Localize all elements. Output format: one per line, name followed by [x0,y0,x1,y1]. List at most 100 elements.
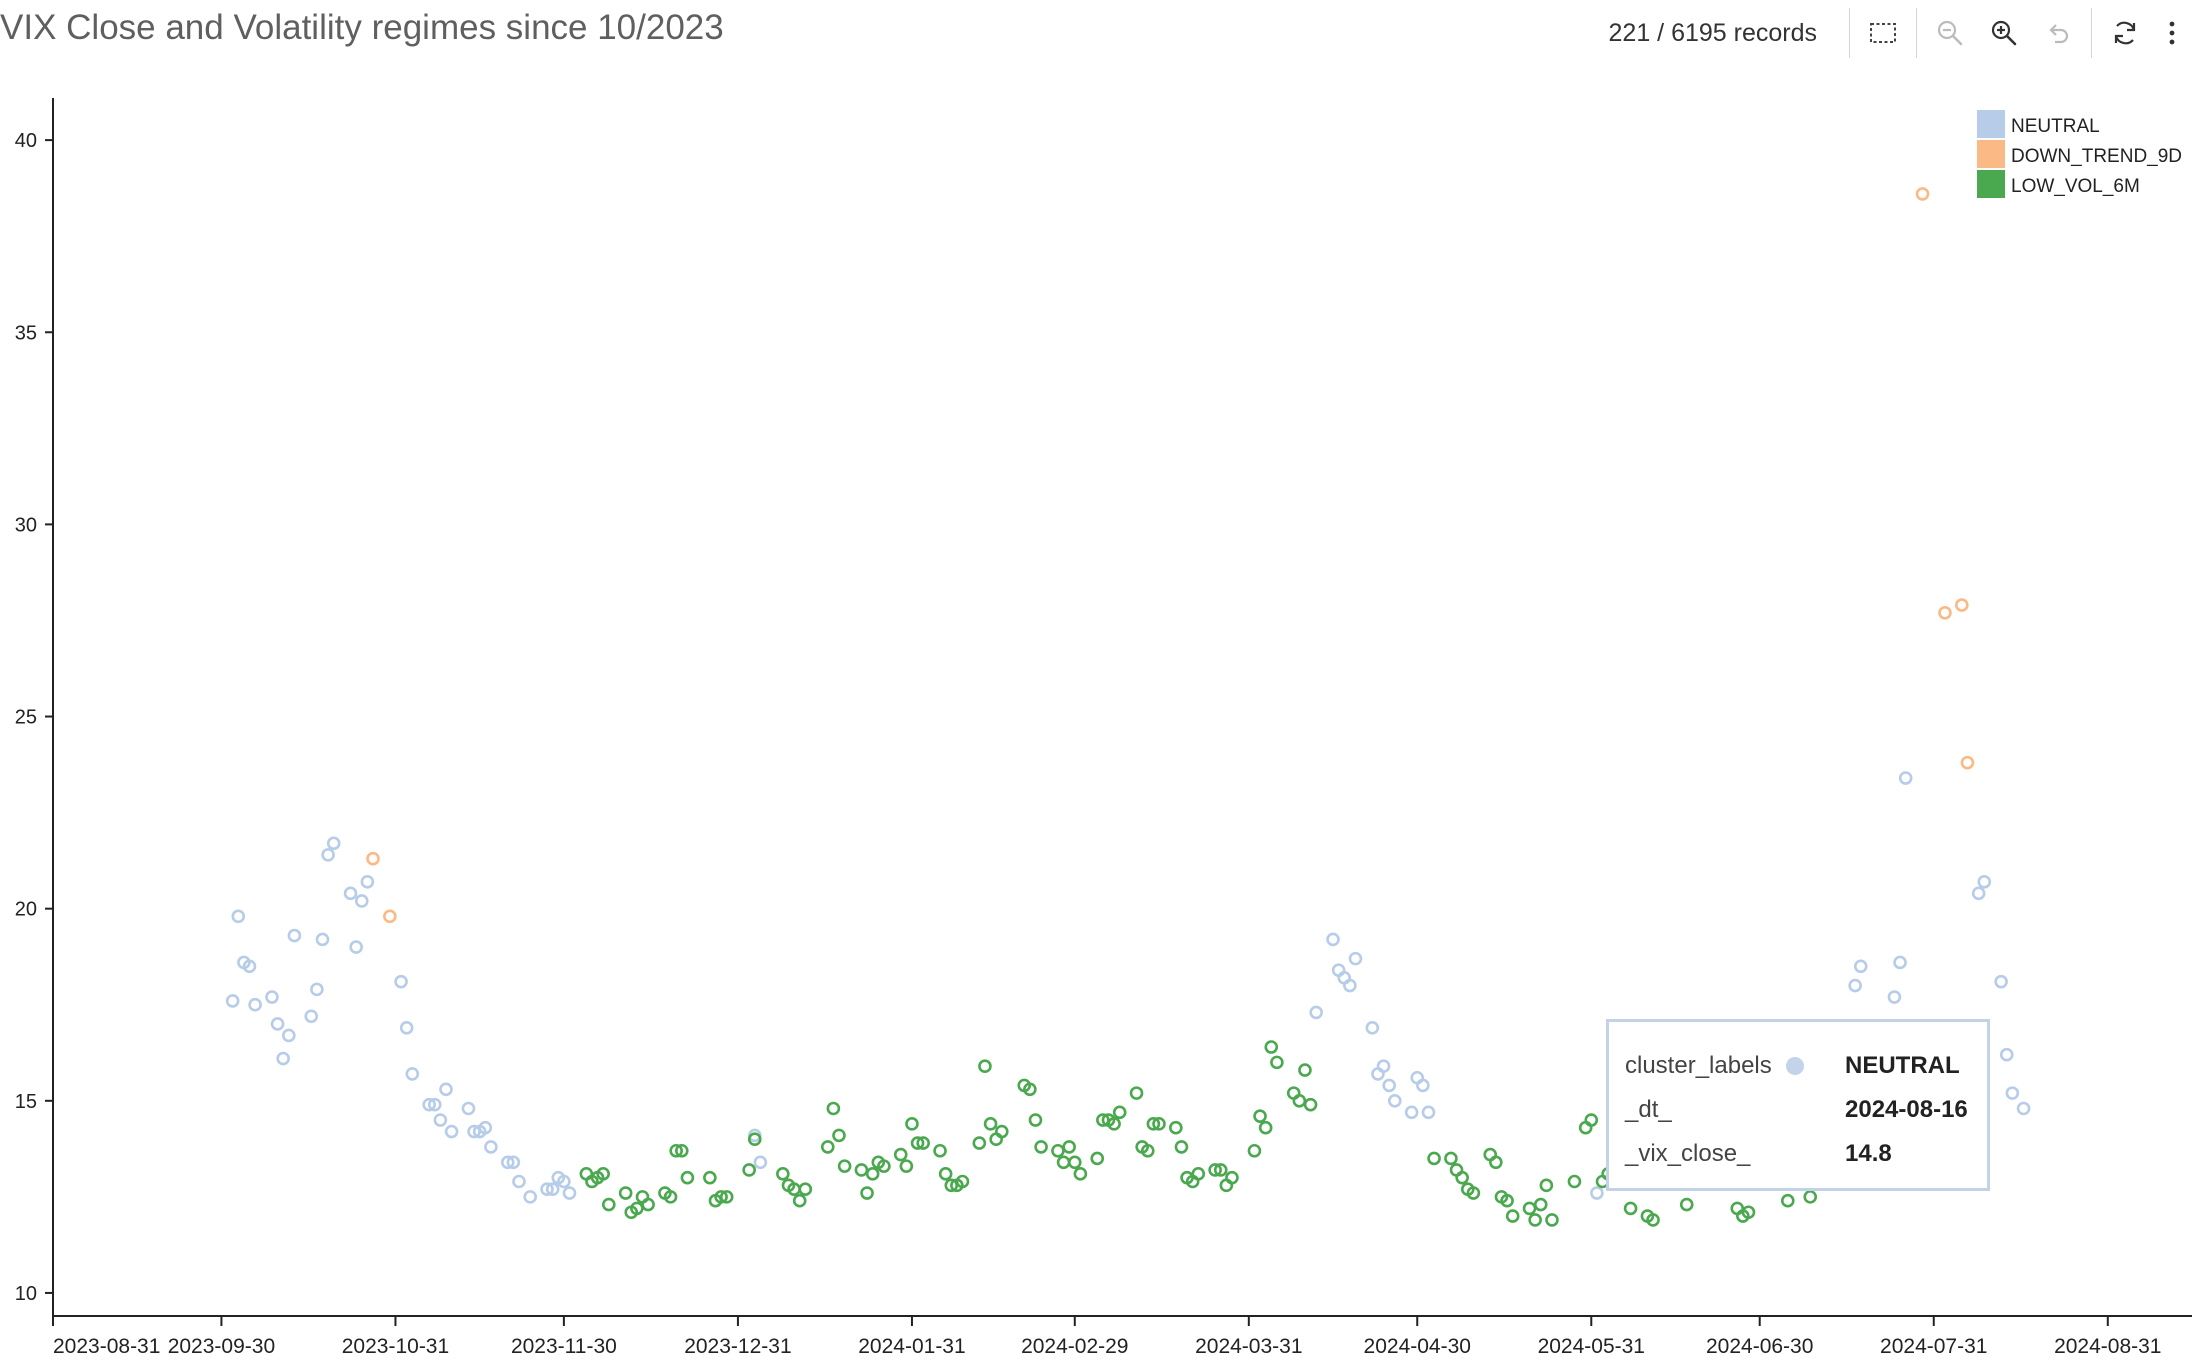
data-point[interactable] [1466,1186,1481,1200]
data-point[interactable] [1522,1201,1537,1216]
data-point[interactable] [242,959,257,974]
data-point[interactable] [484,1140,498,1154]
data-point[interactable] [1034,1140,1048,1154]
data-point[interactable] [663,1190,678,1204]
data-point[interactable] [2005,1086,2020,1100]
data-point[interactable] [1994,974,2008,989]
data-point[interactable] [1427,1151,1441,1166]
data-point[interactable] [354,894,369,908]
data-point[interactable] [1567,1174,1582,1189]
data-point[interactable] [1264,1040,1279,1054]
data-point[interactable] [326,836,341,851]
data-point[interactable] [1780,1193,1795,1208]
data-point[interactable] [433,1113,448,1127]
data-point[interactable] [1213,1163,1228,1177]
data-point[interactable] [910,1136,925,1150]
scatter-chart[interactable]: 10 15 20 25 30 35 40 2023-08-31 2023-09-30 2023-1… [0,66,2192,1372]
data-point[interactable] [832,1128,846,1143]
data-point[interactable] [602,1197,616,1212]
data-point[interactable] [399,1020,414,1035]
data-point[interactable] [276,1051,290,1066]
data-point[interactable] [714,1190,728,1204]
select-region-button[interactable] [1856,8,1910,58]
data-point[interactable] [1208,1163,1222,1177]
data-point[interactable] [1679,1197,1694,1212]
data-point[interactable] [2016,1101,2031,1116]
data-point[interactable] [719,1190,734,1204]
data-point[interactable] [1051,1143,1065,1158]
data-point[interactable] [1539,1178,1554,1193]
data-point[interactable] [1073,1167,1088,1181]
data-point[interactable] [938,1167,953,1181]
data-point[interactable] [983,1117,998,1131]
data-point[interactable] [444,1124,459,1139]
more-options-button[interactable] [2152,8,2192,58]
data-point[interactable] [562,1186,577,1200]
data-point[interactable] [1421,1105,1436,1120]
data-point[interactable] [248,997,262,1012]
data-point[interactable] [231,909,246,924]
data-point[interactable] [360,874,375,889]
refresh-button[interactable] [2098,8,2152,58]
data-point[interactable] [405,1067,420,1081]
data-point[interactable] [798,1182,813,1196]
data-point[interactable] [1955,598,1969,612]
data-point[interactable] [540,1182,554,1196]
data-point[interactable] [1977,874,1992,889]
data-point[interactable] [439,1082,453,1097]
data-point[interactable] [1590,1186,1604,1200]
data-point[interactable] [512,1174,526,1189]
data-point[interactable] [500,1155,515,1170]
data-point[interactable] [1270,1055,1284,1070]
data-point[interactable] [865,1167,880,1181]
data-point[interactable] [1191,1167,1206,1181]
data-point[interactable] [1623,1201,1638,1216]
data-point[interactable] [1893,955,1907,970]
data-point[interactable] [422,1097,436,1112]
data-point[interactable] [1444,1151,1458,1166]
data-point[interactable] [1741,1205,1756,1220]
data-point[interactable] [1298,1063,1312,1077]
data-point[interactable] [478,1120,493,1135]
data-point[interactable] [1090,1151,1105,1166]
undo-button[interactable] [2031,8,2085,58]
data-point[interactable] [860,1186,874,1200]
data-point[interactable] [753,1155,768,1170]
data-point[interactable] [1140,1143,1155,1158]
data-point[interactable] [1112,1105,1127,1120]
data-point[interactable] [837,1159,852,1173]
data-point[interactable] [1146,1117,1161,1131]
data-point[interactable] [1853,959,1868,974]
data-point[interactable] [820,1140,835,1154]
data-point[interactable] [1382,1078,1396,1093]
data-point[interactable] [618,1186,633,1200]
data-point[interactable] [596,1167,610,1181]
data-point[interactable] [1500,1193,1514,1208]
data-point[interactable] [1303,1097,1318,1112]
zoom-out-button[interactable] [1923,8,1977,58]
data-point[interactable] [321,848,335,862]
data-point[interactable] [1225,1170,1239,1185]
data-point[interactable] [1292,1094,1307,1108]
data-point[interactable] [747,1132,762,1147]
data-point[interactable] [383,909,397,924]
data-point[interactable] [854,1163,869,1177]
data-point[interactable] [1309,1005,1323,1020]
data-point[interactable] [877,1159,891,1173]
data-point[interactable] [944,1178,959,1193]
data-point[interactable] [630,1201,644,1216]
data-point[interactable] [1887,990,1902,1004]
data-point[interactable] [1971,886,1986,901]
data-point[interactable] [955,1174,970,1189]
data-point[interactable] [467,1124,481,1139]
data-point[interactable] [349,940,363,954]
data-point[interactable] [1505,1209,1520,1223]
data-point[interactable] [1365,1020,1380,1035]
data-point[interactable] [304,1009,319,1024]
data-point[interactable] [674,1143,689,1158]
data-point[interactable] [270,1017,285,1031]
data-point[interactable] [641,1197,655,1212]
data-point[interactable] [1646,1213,1660,1227]
data-point[interactable] [1387,1094,1402,1108]
data-point[interactable] [265,990,279,1004]
